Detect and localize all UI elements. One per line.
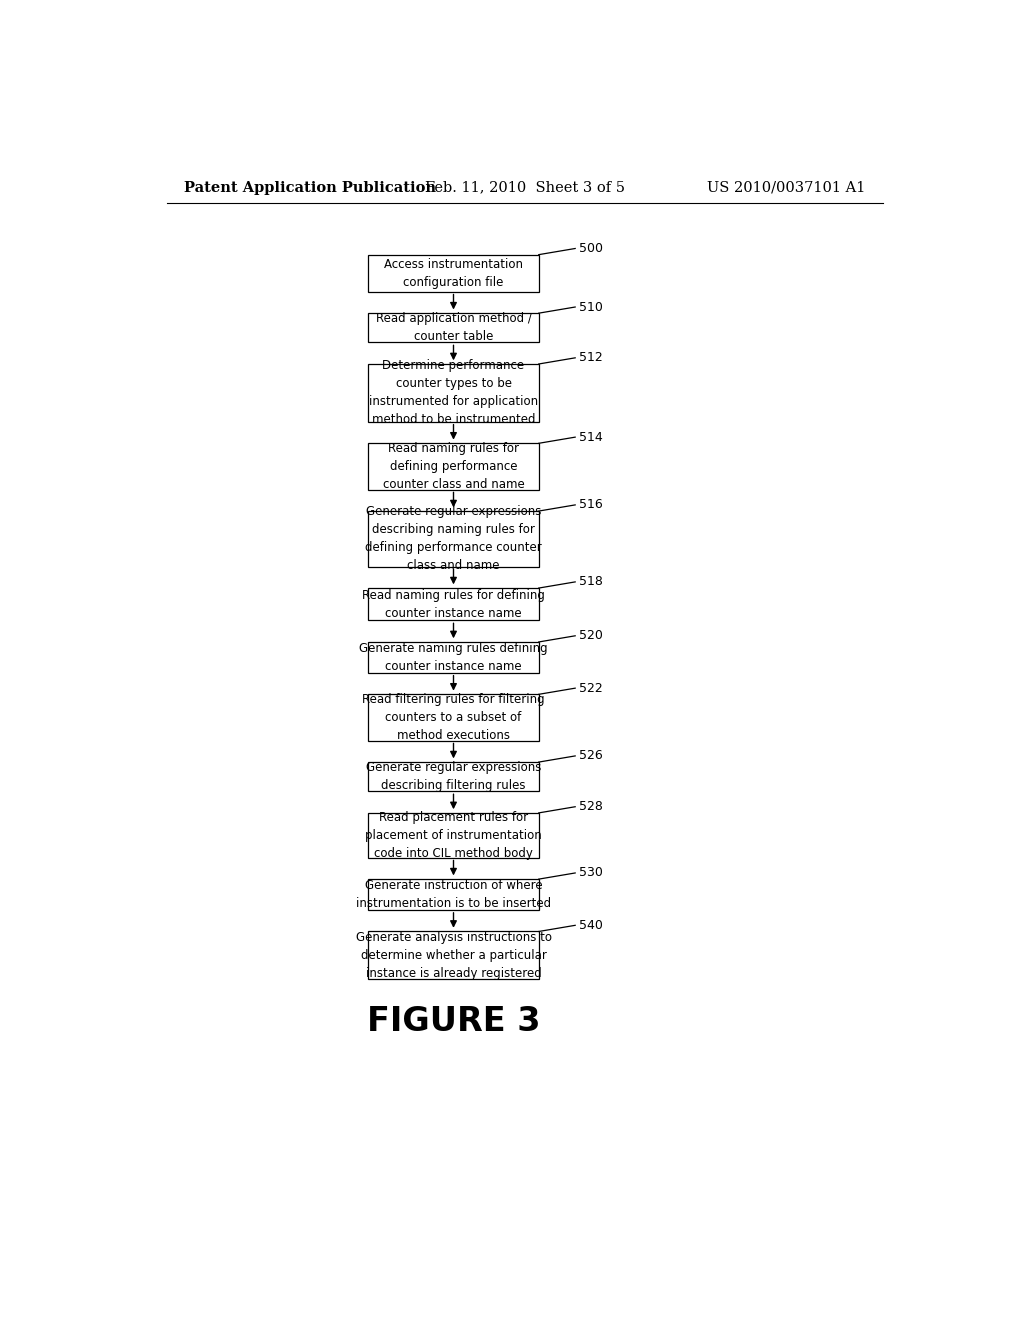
- Text: 510: 510: [579, 301, 603, 314]
- Text: FIGURE 3: FIGURE 3: [367, 1005, 541, 1038]
- Text: 518: 518: [579, 576, 603, 589]
- Text: Feb. 11, 2010  Sheet 3 of 5: Feb. 11, 2010 Sheet 3 of 5: [425, 181, 625, 194]
- Text: Generate instruction of where
instrumentation is to be inserted: Generate instruction of where instrument…: [356, 879, 551, 909]
- Text: Read naming rules for defining
counter instance name: Read naming rules for defining counter i…: [362, 589, 545, 619]
- Text: 500: 500: [579, 242, 603, 255]
- Bar: [369, 364, 539, 422]
- Bar: [369, 511, 539, 566]
- Bar: [369, 932, 539, 979]
- Bar: [369, 444, 539, 490]
- Text: Generate naming rules defining
counter instance name: Generate naming rules defining counter i…: [359, 642, 548, 673]
- Text: 516: 516: [579, 499, 603, 511]
- Text: Read naming rules for
defining performance
counter class and name: Read naming rules for defining performan…: [383, 442, 524, 491]
- Text: Generate analysis instructions to
determine whether a particular
instance is alr: Generate analysis instructions to determ…: [355, 931, 552, 979]
- Bar: [369, 813, 539, 858]
- Text: 526: 526: [579, 750, 603, 763]
- Text: Generate regular expressions
describing naming rules for
defining performance co: Generate regular expressions describing …: [366, 506, 542, 573]
- Text: Read filtering rules for filtering
counters to a subset of
method executions: Read filtering rules for filtering count…: [362, 693, 545, 742]
- Text: 514: 514: [579, 430, 603, 444]
- Text: 512: 512: [579, 351, 603, 364]
- Bar: [369, 589, 539, 620]
- Bar: [369, 313, 539, 342]
- Text: Read application method /
counter table: Read application method / counter table: [376, 313, 531, 343]
- Text: Generate regular expressions
describing filtering rules: Generate regular expressions describing …: [366, 762, 542, 792]
- Text: Access instrumentation
configuration file: Access instrumentation configuration fil…: [384, 257, 523, 289]
- Text: US 2010/0037101 A1: US 2010/0037101 A1: [708, 181, 866, 194]
- Text: Determine performance
counter types to be
instrumented for application
method to: Determine performance counter types to b…: [369, 359, 538, 426]
- Text: 540: 540: [579, 919, 603, 932]
- Text: Patent Application Publication: Patent Application Publication: [183, 181, 436, 194]
- Bar: [369, 694, 539, 741]
- Bar: [369, 879, 539, 909]
- Text: Read placement rules for
placement of instrumentation
code into CIL method body: Read placement rules for placement of in…: [366, 810, 542, 859]
- Bar: [369, 255, 539, 292]
- Bar: [369, 762, 539, 792]
- Text: 520: 520: [579, 630, 603, 643]
- Text: 530: 530: [579, 866, 603, 879]
- Text: 522: 522: [579, 681, 603, 694]
- Bar: [369, 642, 539, 673]
- Text: 528: 528: [579, 800, 603, 813]
